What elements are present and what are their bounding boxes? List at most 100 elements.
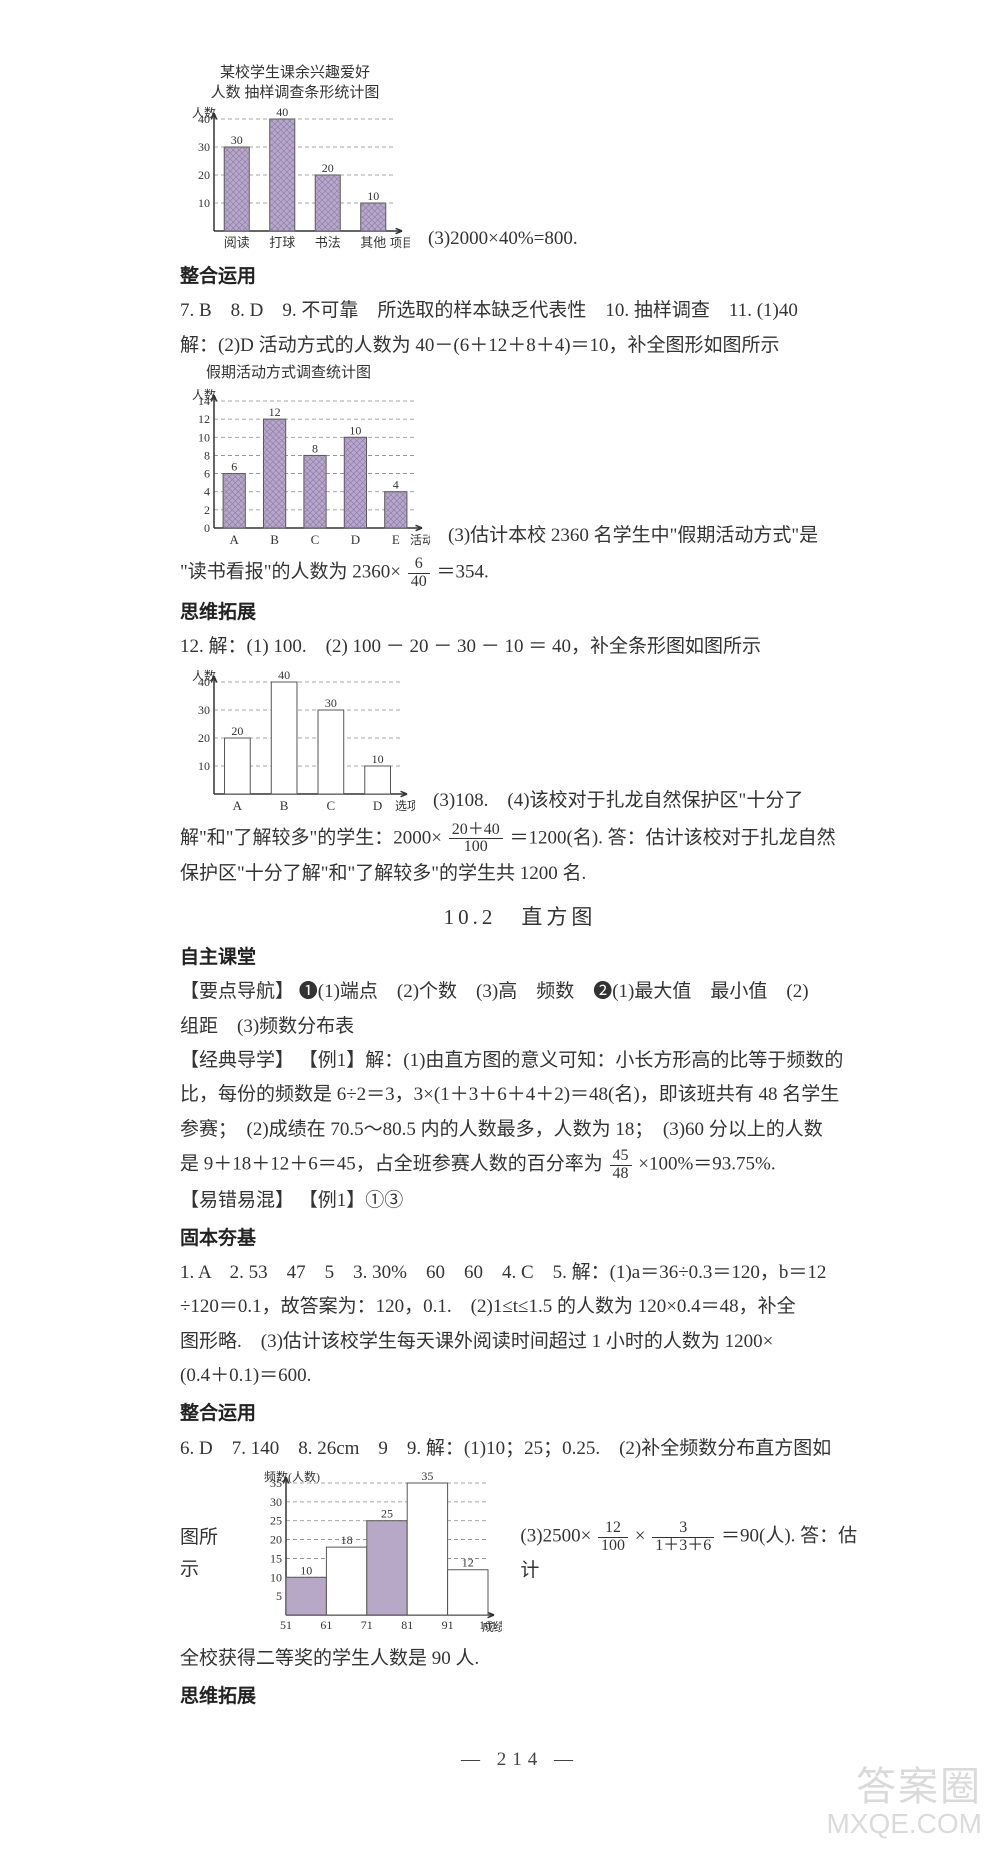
svg-text:10: 10 — [301, 1563, 313, 1577]
svg-text:频数(人数): 频数(人数) — [264, 1469, 320, 1484]
chart3-svg: 1020304020403010ABCD人数选项 — [180, 668, 415, 818]
watermark: 答案圈 MXQE.COM — [826, 1765, 982, 1840]
frac1-num: 6 — [408, 556, 430, 574]
heading-swtz2: 思维拓展 — [180, 1681, 860, 1713]
svg-text:10: 10 — [198, 759, 210, 773]
frac5-den: 1＋3＋6 — [652, 1538, 714, 1555]
svg-text:10: 10 — [349, 424, 361, 438]
frac-45-48: 45 48 — [610, 1148, 632, 1183]
svg-text:71: 71 — [361, 1618, 373, 1632]
svg-text:20: 20 — [198, 731, 210, 745]
svg-text:C: C — [327, 798, 336, 813]
svg-text:8: 8 — [312, 442, 318, 456]
svg-text:选项: 选项 — [395, 799, 415, 813]
zzkt-l6: 是 9＋18＋12＋6＝45，占全班参赛人数的百分率为 45 48 ×100%＝… — [180, 1148, 860, 1183]
chart1: 某校学生课余兴趣爱好 人数 抽样调查条形统计图 1020304030402010… — [180, 64, 410, 255]
after-chart2: "读书看报"的人数为 2360× 6 40 ＝354. — [180, 556, 860, 591]
svg-text:10: 10 — [270, 1570, 282, 1584]
chart2-title: 假期活动方式调查统计图 — [206, 364, 860, 384]
chart4-side-b: × — [635, 1526, 646, 1547]
frac-6-40: 6 40 — [408, 556, 430, 591]
svg-text:15: 15 — [270, 1551, 282, 1565]
chart3: 1020304020403010ABCD人数选项 — [180, 668, 415, 818]
chart2-row: 024681012146128104ABCDE人数活动方式 (3)估计本校 23… — [180, 387, 860, 552]
after-chart2-b: ＝354. — [436, 562, 488, 583]
chart2: 024681012146128104ABCDE人数活动方式 — [180, 387, 430, 552]
heading-zhyy2: 整合运用 — [180, 1398, 860, 1430]
chart4-svg: 510152025303510182535125161718191101频数(人… — [252, 1469, 502, 1639]
zzkt-l6b: ×100%＝93.75%. — [638, 1154, 775, 1175]
svg-text:4: 4 — [204, 485, 210, 499]
svg-text:61: 61 — [321, 1618, 333, 1632]
after-chart3-line2: 保护区"十分了解"和"了解较多"的学生共 1200 名. — [180, 858, 860, 890]
chart3-row: 1020304020403010ABCD人数选项 (3)108. (4)该校对于… — [180, 668, 860, 818]
zhyy-line1: 7. B 8. D 9. 不可靠 所选取的样本缺乏代表性 10. 抽样调查 11… — [180, 295, 860, 327]
svg-text:40: 40 — [278, 668, 290, 682]
svg-text:10: 10 — [372, 752, 384, 766]
chart4-sidetext: (3)2500× 12 100 × 3 1＋3＋6 ＝90(人). 答：估计 — [520, 1520, 860, 1587]
after-chart3-b: ＝1200(名). 答：估计该校对于扎龙自然 — [510, 827, 836, 848]
after-chart3-a: 解"和"了解较多"的学生：2000× — [180, 827, 442, 848]
svg-text:5: 5 — [276, 1589, 282, 1603]
zzkt-l1: 【要点导航】 ❶(1)端点 (2)个数 (3)高 频数 ❷(1)最大值 最小值 … — [180, 976, 860, 1008]
svg-text:B: B — [280, 798, 289, 813]
swtz-line1: 12. 解：(1) 100. (2) 100 － 20 － 30 － 10 ＝ … — [180, 631, 860, 663]
frac4-den: 100 — [598, 1538, 628, 1555]
svg-text:项目: 项目 — [390, 236, 410, 250]
svg-text:人数: 人数 — [192, 668, 216, 683]
chart4-row: 图所示 510152025303510182535125161718191101… — [180, 1469, 860, 1639]
svg-text:D: D — [373, 798, 382, 813]
svg-text:20: 20 — [198, 168, 210, 182]
chart1-title-l1: 某校学生课余兴趣爱好 — [220, 65, 370, 81]
svg-text:书法: 书法 — [315, 235, 341, 250]
gbkj-l2: ÷120＝0.1，故答案为：120，0.1. (2)1≤t≤1.5 的人数为 1… — [180, 1291, 860, 1323]
svg-text:20: 20 — [270, 1532, 282, 1546]
heading-zzkt: 自主课堂 — [180, 942, 860, 974]
svg-text:30: 30 — [198, 140, 210, 154]
svg-text:91: 91 — [442, 1618, 454, 1632]
svg-text:81: 81 — [402, 1618, 414, 1632]
frac-12-100: 12 100 — [598, 1520, 628, 1555]
svg-text:0: 0 — [204, 521, 210, 535]
svg-text:D: D — [351, 532, 360, 547]
frac2-num: 20＋40 — [449, 822, 503, 840]
svg-text:成绩/分: 成绩/分 — [482, 1620, 502, 1634]
svg-text:其他: 其他 — [360, 235, 386, 250]
chart1-sidetext: (3)2000×40%=800. — [428, 223, 860, 255]
zhyy2-l1: 6. D 7. 140 8. 26cm 9 9. 解：(1)10；25；0.25… — [180, 1433, 860, 1465]
svg-text:30: 30 — [270, 1495, 282, 1509]
svg-text:A: A — [233, 798, 243, 813]
page: 某校学生课余兴趣爱好 人数 抽样调查条形统计图 1020304030402010… — [0, 0, 1000, 1858]
svg-text:B: B — [270, 532, 279, 547]
svg-text:A: A — [230, 532, 240, 547]
zzkt-l5: 参赛； (2)成绩在 70.5～80.5 内的人数最多，人数为 18； (3)6… — [180, 1114, 860, 1146]
svg-text:40: 40 — [276, 105, 288, 119]
svg-text:18: 18 — [341, 1533, 353, 1547]
chart4-side-a: (3)2500× — [520, 1526, 591, 1547]
chart2-svg: 024681012146128104ABCDE人数活动方式 — [180, 387, 430, 552]
chart1-title: 某校学生课余兴趣爱好 人数 抽样调查条形统计图 — [180, 64, 410, 103]
svg-text:12: 12 — [462, 1556, 474, 1570]
svg-text:12: 12 — [198, 413, 210, 427]
gbkj-l4: (0.4＋0.1)＝600. — [180, 1360, 860, 1392]
svg-text:25: 25 — [270, 1514, 282, 1528]
title-10-2: 10.2 直方图 — [180, 900, 860, 936]
svg-text:E: E — [392, 532, 400, 547]
chart3-sidetext: (3)108. (4)该校对于扎龙自然保护区"十分了 — [433, 785, 860, 817]
svg-text:51: 51 — [280, 1618, 292, 1632]
svg-text:30: 30 — [325, 696, 337, 710]
page-number: — 214 — — [180, 1744, 860, 1776]
svg-text:10: 10 — [367, 189, 379, 203]
frac1-den: 40 — [408, 574, 430, 591]
svg-text:12: 12 — [269, 406, 281, 420]
svg-text:30: 30 — [198, 703, 210, 717]
svg-text:10: 10 — [198, 431, 210, 445]
chart1-title-l2: 人数 抽样调查条形统计图 — [211, 85, 380, 101]
chart4-prefix: 图所示 — [180, 1522, 234, 1587]
frac2-den: 100 — [449, 839, 503, 856]
zzkt-l6a: 是 9＋18＋12＋6＝45，占全班参赛人数的百分率为 — [180, 1154, 603, 1175]
frac-2040-100: 20＋40 100 — [449, 822, 503, 857]
frac3-num: 45 — [610, 1148, 632, 1166]
zzkt-l2: 组距 (3)频数分布表 — [180, 1011, 860, 1043]
frac4-num: 12 — [598, 1520, 628, 1538]
